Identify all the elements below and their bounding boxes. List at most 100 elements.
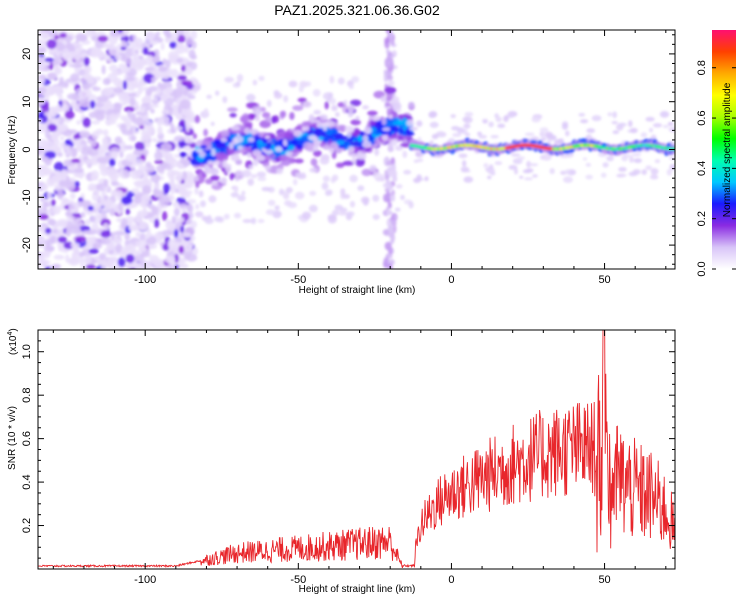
spectrogram-cell — [74, 181, 80, 188]
spectrogram-cell — [236, 74, 244, 82]
spectrogram-cell — [210, 167, 220, 176]
colorbar-tick-label: 0.0 — [696, 261, 708, 276]
spectrogram-cell — [158, 115, 170, 126]
spectrogram-cell — [108, 113, 119, 122]
spectrogram-cell — [164, 255, 176, 264]
spectrogram-cell — [241, 190, 246, 196]
colorbar-label: Normalized spectral amplitude — [722, 82, 733, 217]
spectrogram-cell — [524, 132, 535, 137]
spectrogram-cell — [41, 145, 51, 150]
spectrogram-cell — [148, 103, 159, 108]
spectrogram-cell — [478, 134, 488, 139]
spectrogram-cell — [106, 168, 118, 177]
spectrogram-cell — [113, 36, 120, 41]
spectrogram-cell — [630, 127, 638, 134]
spectrogram-cell — [150, 173, 161, 183]
spectrogram-cell — [390, 194, 396, 202]
spectrogram-cell — [293, 129, 303, 137]
spectrogram-cell — [257, 176, 267, 182]
spectrogram-cell — [178, 217, 185, 223]
spectrogram-cell — [159, 196, 171, 206]
snr-ytick-label: 0.2 — [21, 518, 33, 533]
spectrogram-cell — [210, 121, 215, 126]
spectrogram-cell — [361, 168, 372, 177]
spectrogram-cell — [383, 257, 389, 263]
spectrogram-xtick-label: -100 — [134, 274, 156, 286]
spectrogram-cell — [49, 60, 54, 71]
snr-xlabel: Height of straight line (km) — [299, 584, 416, 595]
spectrogram-cell — [53, 59, 60, 65]
spectrogram-cell — [424, 176, 429, 182]
spectrogram-cell — [81, 83, 89, 90]
spectrogram-cell — [544, 131, 554, 138]
spectrogram-cell — [512, 158, 523, 165]
spectrogram-cell — [400, 123, 405, 129]
spectrogram-cell — [39, 123, 48, 131]
spectrogram-cell — [565, 130, 570, 137]
spectrogram-cell — [401, 131, 407, 137]
spectrogram-cell — [118, 201, 123, 212]
spectrogram-cell — [120, 54, 127, 60]
spectrogram-cell — [176, 34, 186, 43]
spectrogram-cell — [73, 138, 81, 147]
spectrogram-cell — [301, 211, 312, 220]
spectrogram-cell — [560, 170, 567, 175]
spectrogram-cell — [142, 185, 152, 195]
spectrogram-cell — [103, 129, 109, 137]
spectrogram-cell — [162, 30, 171, 36]
spectrogram-cell — [580, 119, 589, 124]
spectrogram-cell — [66, 40, 72, 50]
spectrogram-cell — [185, 36, 194, 45]
spectrogram-cell — [458, 153, 468, 159]
spectrogram-cell — [92, 86, 101, 92]
spectrogram-cell — [100, 208, 109, 215]
spectrogram-cell — [372, 214, 380, 220]
spectrogram-cell — [83, 64, 92, 74]
spectrogram-cell — [69, 73, 80, 83]
spectrogram-cell — [416, 120, 423, 127]
spectrogram-cell — [248, 164, 254, 170]
spectrogram-cell — [195, 203, 200, 210]
spectrogram-cell — [67, 129, 78, 134]
spectrogram-cell — [252, 79, 258, 86]
spectrogram-cell — [83, 132, 91, 139]
spectrogram-cell — [57, 127, 65, 133]
spectrogram-cell — [131, 56, 138, 63]
spectrogram-cell — [140, 194, 152, 204]
spectrogram-cell — [343, 100, 348, 105]
spectrogram-cell — [386, 209, 392, 216]
spectrogram-cell — [347, 146, 355, 153]
spectrogram-cell — [70, 63, 83, 68]
spectrogram-cell — [74, 52, 82, 60]
spectrogram-cell — [356, 151, 362, 160]
spectrogram-cell — [402, 150, 408, 159]
snr-multiplier-exp: 4 — [7, 332, 14, 336]
spectrogram-cell — [191, 79, 199, 85]
spectrogram-cell — [348, 141, 360, 146]
spectrogram-cell — [162, 92, 167, 102]
spectrogram-cell — [94, 48, 100, 56]
spectrogram-cell — [273, 90, 280, 96]
spectrogram-cell — [248, 137, 255, 143]
spectrogram-cell — [389, 247, 393, 254]
spectrogram-cell — [171, 170, 180, 176]
spectrogram-cell — [155, 31, 161, 36]
spectrogram-cell — [176, 174, 182, 184]
spectrogram-cell — [211, 181, 219, 186]
spectrogram-cell — [294, 191, 305, 200]
spectrogram-cell — [83, 56, 90, 67]
spectrogram-cell — [145, 89, 153, 96]
spectrogram-cell — [395, 184, 403, 189]
spectrogram-cell — [52, 229, 58, 233]
spectrogram-cell — [74, 168, 84, 174]
spectrogram-cell — [192, 133, 197, 140]
spectrogram-cell — [38, 31, 47, 37]
spectrogram-cell — [382, 193, 390, 203]
spectrogram-cell — [101, 65, 106, 75]
spectrogram-cell — [182, 57, 190, 64]
spectrogram-cell — [669, 156, 675, 161]
spectrogram-cell — [301, 172, 306, 179]
spectrogram-cell — [390, 37, 395, 46]
spectrogram-cell — [179, 119, 186, 127]
